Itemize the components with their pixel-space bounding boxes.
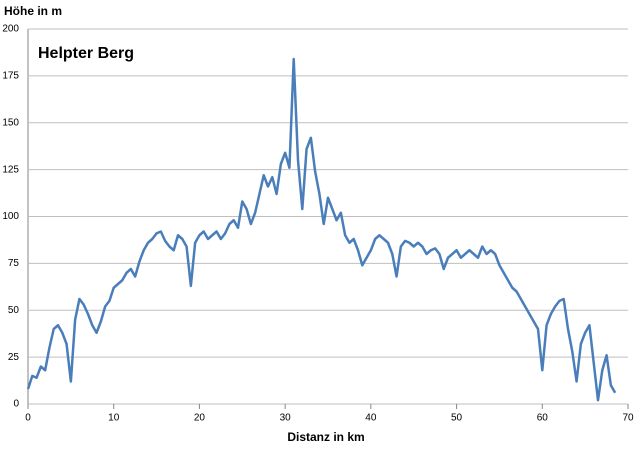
x-axis-label: Distanz in km bbox=[287, 430, 364, 444]
x-tick-label: 40 bbox=[365, 413, 377, 424]
y-tick-label: 125 bbox=[2, 164, 19, 175]
x-tick-label: 20 bbox=[194, 413, 206, 424]
y-tick-label: 25 bbox=[8, 352, 20, 363]
x-tick-label: 50 bbox=[451, 413, 463, 424]
y-tick-label: 100 bbox=[2, 211, 19, 222]
x-tick-label: 70 bbox=[622, 413, 634, 424]
y-tick-label: 175 bbox=[2, 71, 19, 82]
y-tick-label: 75 bbox=[8, 258, 20, 269]
y-tick-label: 200 bbox=[2, 24, 19, 35]
y-tick-label: 0 bbox=[13, 399, 19, 410]
elevation-line bbox=[26, 57, 617, 402]
x-tick-label: 30 bbox=[280, 413, 292, 424]
x-tick-label: 60 bbox=[537, 413, 549, 424]
x-tick-label: 10 bbox=[108, 413, 120, 424]
y-tick-label: 150 bbox=[2, 117, 19, 128]
y-tick-label: 50 bbox=[8, 305, 20, 316]
y-axis-label: Höhe in m bbox=[4, 4, 62, 18]
chart-title: Helpter Berg bbox=[38, 45, 134, 62]
x-tick-label: 0 bbox=[25, 413, 31, 424]
